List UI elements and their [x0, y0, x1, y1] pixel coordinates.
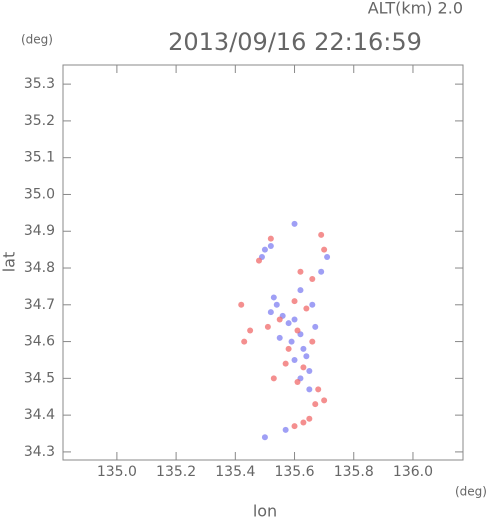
- chart-title: 2013/09/16 22:16:59: [168, 28, 422, 56]
- x-tick-label: 135.2: [156, 464, 196, 480]
- radar-echo: [321, 397, 328, 404]
- radar-echo: [282, 360, 289, 367]
- radar-echo: [267, 235, 274, 242]
- x-tick-label: 135.0: [97, 464, 137, 480]
- radar-echo: [312, 323, 319, 330]
- radar-echo: [261, 246, 268, 253]
- radar-echo: [309, 338, 316, 345]
- y-tick-label: 34.9: [24, 223, 55, 239]
- y-tick-label: 34.5: [24, 370, 55, 386]
- radar-echo: [297, 287, 304, 294]
- y-tick-label: 35.1: [24, 150, 55, 166]
- radar-echo: [291, 220, 298, 227]
- altitude-label: ALT(km) 2.0: [368, 0, 463, 18]
- radar-echo: [303, 305, 310, 312]
- y-tick-label: 35.0: [24, 186, 55, 202]
- radar-echo: [273, 301, 280, 308]
- radar-echo: [309, 301, 316, 308]
- radar-echo: [297, 268, 304, 275]
- radar-echo: [267, 242, 274, 249]
- radar-echo: [300, 419, 307, 426]
- x-tick-label: 136.0: [393, 464, 433, 480]
- radar-echo: [321, 246, 328, 253]
- radar-echo: [291, 423, 298, 430]
- y-tick-label: 35.3: [24, 76, 55, 92]
- radar-echo: [306, 367, 313, 374]
- x-tick-label: 135.8: [334, 464, 374, 480]
- radar-echo: [282, 426, 289, 433]
- y-unit: (deg): [21, 33, 53, 47]
- y-axis-label: lat: [0, 252, 19, 273]
- radar-echo: [309, 276, 316, 283]
- y-tick-label: 34.8: [24, 260, 55, 276]
- y-tick-label: 35.2: [24, 113, 55, 129]
- radar-echo: [238, 301, 245, 308]
- x-unit: (deg): [455, 485, 487, 499]
- x-tick-label: 135.6: [274, 464, 314, 480]
- radar-echo: [270, 375, 277, 382]
- radar-echo: [276, 334, 283, 341]
- y-tick-label: 34.3: [24, 444, 55, 460]
- x-axis-label: lon: [253, 502, 277, 521]
- radar-echo: [300, 364, 307, 371]
- radar-echo: [264, 323, 271, 330]
- radar-echo: [241, 338, 248, 345]
- radar-echo: [276, 316, 283, 323]
- radar-echo: [300, 345, 307, 352]
- radar-echo: [291, 356, 298, 363]
- radar-echo: [288, 338, 295, 345]
- radar-echo: [270, 294, 277, 301]
- y-tick-label: 34.7: [24, 297, 55, 313]
- radar-echo: [315, 386, 322, 393]
- y-tick-label: 34.6: [24, 334, 55, 350]
- radar-echo: [306, 386, 313, 393]
- radar-echo: [318, 268, 325, 275]
- radar-echo: [285, 320, 292, 327]
- radar-echo: [294, 327, 301, 334]
- radar-echo: [324, 253, 331, 260]
- radar-echo: [247, 327, 254, 334]
- radar-echo: [312, 401, 319, 408]
- radar-echo: [318, 231, 325, 238]
- radar-echo: [291, 316, 298, 323]
- radar-echo: [267, 309, 274, 316]
- radar-echo: [261, 434, 268, 441]
- radar-echo: [294, 379, 301, 386]
- radar-echo: [256, 257, 263, 264]
- radar-echo: [285, 345, 292, 352]
- radar-echo: [291, 298, 298, 305]
- y-tick-label: 34.4: [24, 407, 55, 423]
- radar-echo: [306, 415, 313, 422]
- radar-echo: [303, 353, 310, 360]
- plot-frame: [62, 64, 464, 461]
- x-tick-label: 135.4: [215, 464, 255, 480]
